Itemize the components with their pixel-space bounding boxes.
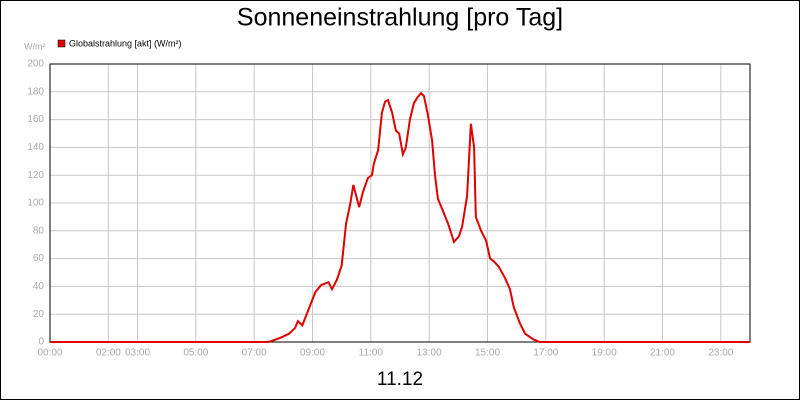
x-tick-label: 17:00	[533, 348, 558, 359]
chart-title: Sonneneinstrahlung [pro Tag]	[237, 4, 563, 32]
x-tick-label: 07:00	[242, 348, 267, 359]
y-tick-label: 180	[27, 86, 44, 97]
legend-swatch	[57, 39, 66, 48]
x-tick-label: 02:00	[96, 348, 121, 359]
y-tick-label: 80	[33, 225, 45, 236]
y-tick-label: 140	[27, 142, 44, 153]
y-tick-label: 20	[33, 309, 45, 320]
x-tick-label: 03:00	[125, 348, 150, 359]
y-tick-label: 200	[27, 59, 44, 70]
x-tick-label: 09:00	[300, 348, 325, 359]
y-tick-label: 0	[38, 337, 44, 348]
y-tick-label: 120	[27, 170, 44, 181]
legend-label: Globalstrahlung [akt] (W/m²)	[69, 38, 182, 48]
plot-border	[49, 63, 751, 343]
x-tick-label: 19:00	[592, 348, 617, 359]
y-tick-label: 160	[27, 114, 44, 125]
x-tick-label: 13:00	[417, 348, 442, 359]
x-tick-label: 05:00	[183, 348, 208, 359]
y-axis-label: W/m²	[24, 41, 46, 51]
x-tick-label: 11:00	[359, 348, 384, 359]
y-tick-label: 100	[27, 198, 44, 209]
y-tick-label: 40	[33, 281, 45, 292]
x-tick-label: 00:00	[37, 348, 62, 359]
x-tick-label: 21:00	[650, 348, 675, 359]
x-axis-label: 11.12	[377, 369, 423, 390]
data-line	[50, 91, 750, 343]
y-tick-label: 60	[33, 253, 45, 264]
x-tick-label: 15:00	[475, 348, 500, 359]
x-tick-label: 23:00	[708, 348, 733, 359]
